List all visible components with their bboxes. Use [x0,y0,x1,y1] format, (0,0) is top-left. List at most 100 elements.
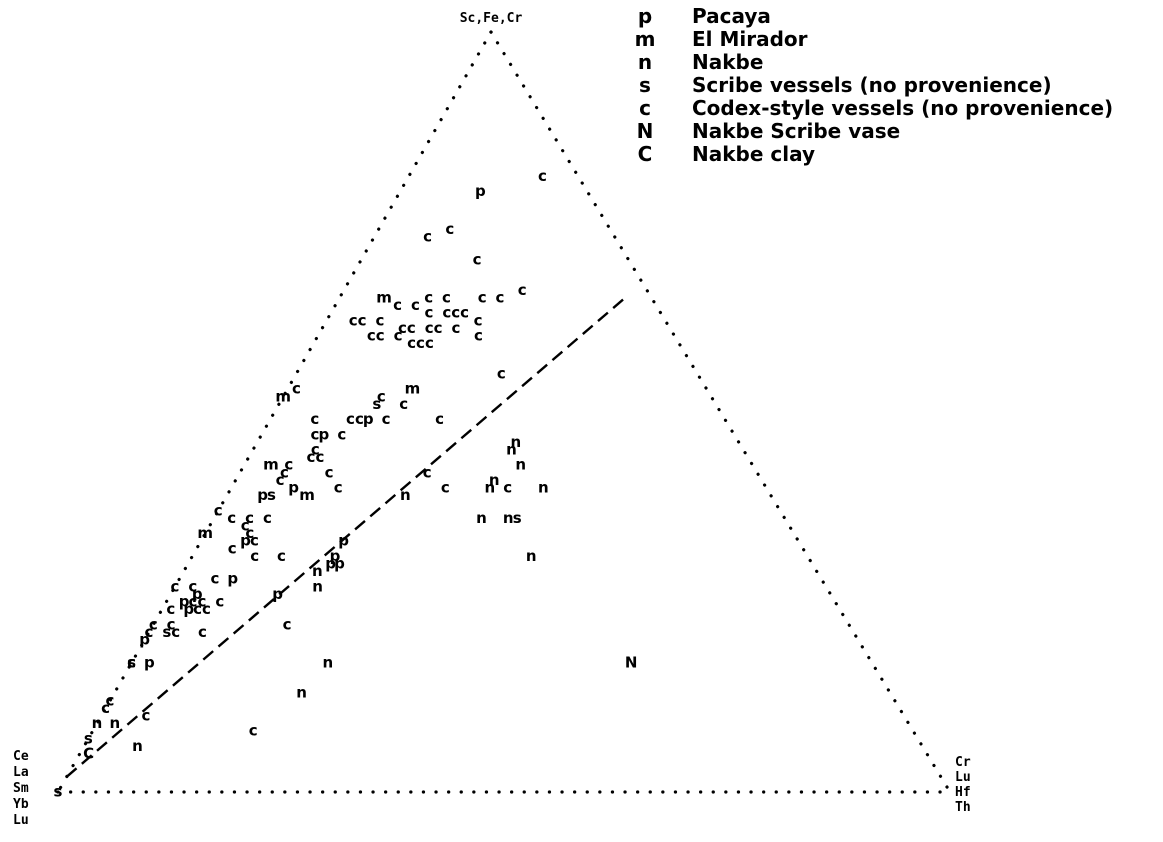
point-c-103: c [193,600,202,618]
point-n-130: n [132,737,143,755]
point-s-74: s [513,509,522,527]
point-c-85: c [250,547,259,565]
point-c-1: c [538,167,547,185]
point-p-43: p [363,410,374,428]
point-c-22: c [407,319,416,337]
point-c-125: c [141,707,150,725]
point-n-71: n [538,479,549,497]
point-c-13: c [424,304,433,322]
point-c-84: c [250,532,259,550]
left-vertex-line-3: Yb [13,797,29,812]
legend-label-3: Scribe vessels (no provenience) [692,73,1052,97]
point-c-122: c [101,699,110,717]
divider-line [65,297,626,778]
point-p-98: p [192,585,203,603]
point-c-23: c [425,319,434,337]
right-vertex-line-1: Lu [955,770,971,785]
point-s-112: s [162,623,171,641]
point-p-110: p [139,631,150,649]
point-c-25: c [451,319,460,337]
point-n-68: n [489,471,500,489]
point-p-91: p [334,555,345,573]
point-c-55: c [325,463,334,481]
legend-code-0: p [638,4,652,28]
right-vertex-line-2: Hf [955,785,971,800]
point-c-54: c [280,463,289,481]
legend-code-5: N [637,119,654,143]
point-s-117: s [127,653,136,671]
legend-code-4: c [639,96,651,120]
point-c-127: c [249,722,258,740]
point-c-116: c [127,653,136,671]
legend-code-1: m [635,27,656,51]
point-c-100: c [197,593,206,611]
point-p-58: p [288,479,299,497]
point-c-20: c [376,311,385,329]
point-c-101: c [166,600,175,618]
legend-code-6: C [638,142,653,166]
point-p-47: p [319,425,330,443]
point-c-86: c [228,539,237,557]
point-c-49: c [311,441,320,459]
point-s-61: s [267,486,276,504]
point-c-104: c [202,600,211,618]
point-c-51: c [284,456,293,474]
point-p-97: p [179,593,190,611]
point-c-93: c [188,577,197,595]
point-m-62: m [299,486,315,504]
point-c-6: c [424,289,433,307]
point-n-66: n [506,441,517,459]
point-c-48: c [337,425,346,443]
point-c-29: c [407,334,416,352]
point-c-45: c [435,410,444,428]
point-c-35: c [292,380,301,398]
left-edge [56,30,493,794]
point-c-28: c [394,327,403,345]
point-c-70: c [503,479,512,497]
point-c-94: c [210,570,219,588]
point-c-4: c [473,251,482,269]
point-n-72: n [476,509,487,527]
point-n-65: n [511,433,522,451]
left-vertex-line-1: La [13,765,29,780]
point-s-37: s [372,395,381,413]
point-p-118: p [144,653,155,671]
point-c-59: c [334,479,343,497]
point-c-14: c [442,304,451,322]
point-n-67: n [515,456,526,474]
point-c-105: c [215,593,224,611]
legend-code-3: s [639,73,651,97]
legend-label-5: Nakbe Scribe vase [692,119,900,143]
point-c-36: c [377,387,386,405]
point-s-131: s [54,783,63,801]
point-n-69: n [485,479,496,497]
point-N-120: N [625,653,638,671]
point-c-19: c [358,311,367,329]
data-points: pcc ccm c cc c c c cc c c c cc c c c c c c cc c c c c c ccm c csmc… [54,167,638,801]
left-vertex-line-0: Ce [13,749,29,764]
point-c-82: c [245,524,254,542]
point-c-8: c [393,296,402,314]
point-c-76: c [214,501,223,519]
divider-line-group [65,297,626,778]
point-p-106: p [272,585,283,603]
point-c-30: c [416,334,425,352]
point-m-34: m [275,387,291,405]
point-c-121: c [106,691,115,709]
point-m-50: m [263,456,279,474]
legend-label-4: Codex-style vessels (no provenience) [692,96,1113,120]
point-p-83: p [240,532,251,550]
point-c-7: c [442,289,451,307]
point-c-17: c [474,311,483,329]
point-p-89: p [330,547,341,565]
point-c-15: c [451,304,460,322]
point-c-16: c [460,304,469,322]
point-c-21: c [398,319,407,337]
point-c-18: c [349,311,358,329]
legend: p Pacaya m El Mirador n Nakbe s Scribe vessels … [635,4,1114,166]
point-c-46: c [311,425,320,443]
point-c-80: c [241,517,250,535]
point-c-39: c [399,395,408,413]
legend-label-6: Nakbe clay [692,142,815,166]
